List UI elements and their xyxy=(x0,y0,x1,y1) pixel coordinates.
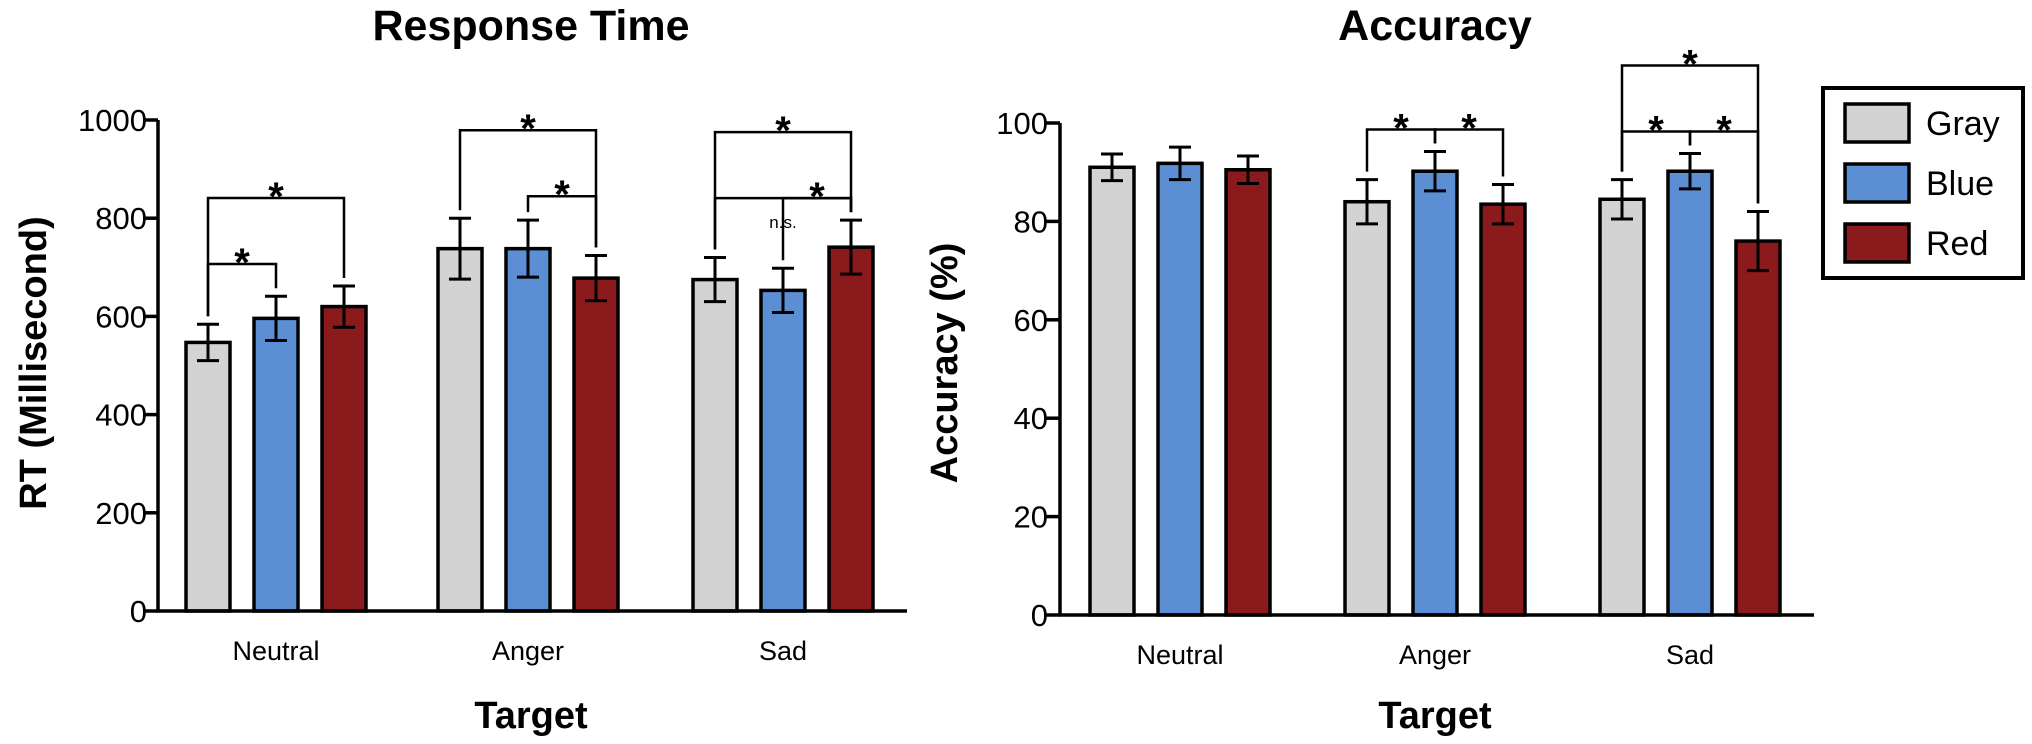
legend-label-blue: Blue xyxy=(1926,165,1994,203)
bar-gray-anger xyxy=(436,246,484,613)
bar-blue-sad xyxy=(1666,169,1714,617)
significance-star: * xyxy=(1716,109,1732,153)
significance-bracket xyxy=(1620,64,1760,204)
x-axis-categories: Neutral Anger Sad xyxy=(232,636,807,666)
significance-bracket xyxy=(458,128,598,248)
chart-title: Accuracy xyxy=(1338,2,1532,50)
category-label: Anger xyxy=(1399,640,1471,670)
significance-bracket xyxy=(713,130,853,250)
bar-blue-anger xyxy=(1411,169,1459,617)
bar-gray-sad xyxy=(1598,197,1646,617)
y-tick-label: 400 xyxy=(95,398,147,433)
chart-title: Response Time xyxy=(372,2,689,50)
significance-star: * xyxy=(234,241,250,285)
x-axis-categories: Neutral Anger Sad xyxy=(1136,640,1714,670)
y-axis-ticks: 0 20 40 60 80 100 xyxy=(996,106,1060,633)
bar-red-sad xyxy=(827,245,875,613)
legend-swatch-red xyxy=(1843,222,1911,264)
bar-red-anger xyxy=(572,276,620,613)
y-tick-label: 600 xyxy=(95,299,147,334)
bar-red-sad xyxy=(1734,239,1782,617)
category-label: Neutral xyxy=(232,636,319,666)
response-time-panel: Response Time Target RT (Millisecond) 0 2… xyxy=(13,2,907,737)
y-tick-label: 20 xyxy=(1014,500,1048,535)
bar-gray-anger xyxy=(1343,199,1391,617)
bar-red-neutral xyxy=(320,304,368,613)
category-label: Neutral xyxy=(1136,640,1223,670)
y-tick-label: 0 xyxy=(1031,598,1048,633)
legend-label-red: Red xyxy=(1926,225,1988,263)
y-tick-label: 60 xyxy=(1014,303,1048,338)
significance-bracket xyxy=(206,196,346,317)
y-tick-label: 1000 xyxy=(78,103,147,138)
legend-swatch-blue xyxy=(1843,162,1911,204)
bar-blue-anger xyxy=(504,246,552,613)
y-tick-label: 100 xyxy=(996,106,1048,141)
bar-blue-neutral xyxy=(252,316,300,613)
category-label: Sad xyxy=(759,636,807,666)
legend: Gray Blue Red xyxy=(1821,86,2025,280)
y-tick-label: 800 xyxy=(95,201,147,236)
error-bars xyxy=(197,216,862,363)
y-tick-label: 80 xyxy=(1014,204,1048,239)
y-axis-label: Accuracy (%) xyxy=(924,243,966,484)
category-label: Sad xyxy=(1666,640,1714,670)
bar-gray-sad xyxy=(691,277,739,613)
category-label: Anger xyxy=(492,636,564,666)
y-tick-label: 0 xyxy=(130,594,147,629)
x-axis-label: Target xyxy=(474,695,588,737)
significance-brackets: ** **n.s.** xyxy=(206,107,853,317)
legend-swatch-gray xyxy=(1843,102,1911,144)
significance-star: * xyxy=(1682,43,1698,87)
significance-star: * xyxy=(1648,109,1664,153)
bar-blue-sad xyxy=(759,288,807,613)
bar-gray-neutral xyxy=(184,340,232,613)
significance-star: * xyxy=(554,173,570,217)
bar-gray-neutral xyxy=(1088,165,1136,617)
y-axis-ticks: 0 200 400 600 800 1000 xyxy=(78,103,158,629)
significance-star: * xyxy=(1393,107,1409,151)
bar-red-anger xyxy=(1479,202,1527,617)
significance-star: * xyxy=(1461,107,1477,151)
bar-blue-neutral xyxy=(1156,161,1204,617)
significance-star: * xyxy=(268,175,284,219)
x-axis-label: Target xyxy=(1378,695,1492,737)
significance-star: * xyxy=(775,109,791,153)
y-axis-label: RT (Millisecond) xyxy=(13,216,55,509)
significance-bracket xyxy=(1433,128,1505,177)
significance-brackets: * * * * * xyxy=(1365,43,1760,204)
accuracy-panel: Accuracy Target Accuracy (%) 0 20 40 60 80 10… xyxy=(924,2,1814,737)
y-tick-label: 200 xyxy=(95,496,147,531)
bar-series xyxy=(184,245,875,613)
y-tick-label: 40 xyxy=(1014,401,1048,436)
legend-label-gray: Gray xyxy=(1926,105,2000,143)
bar-series xyxy=(1088,161,1782,617)
bar-red-neutral xyxy=(1224,167,1272,617)
significance-star: * xyxy=(809,175,825,219)
error-bars xyxy=(1101,145,1769,273)
significance-star: * xyxy=(520,107,536,151)
